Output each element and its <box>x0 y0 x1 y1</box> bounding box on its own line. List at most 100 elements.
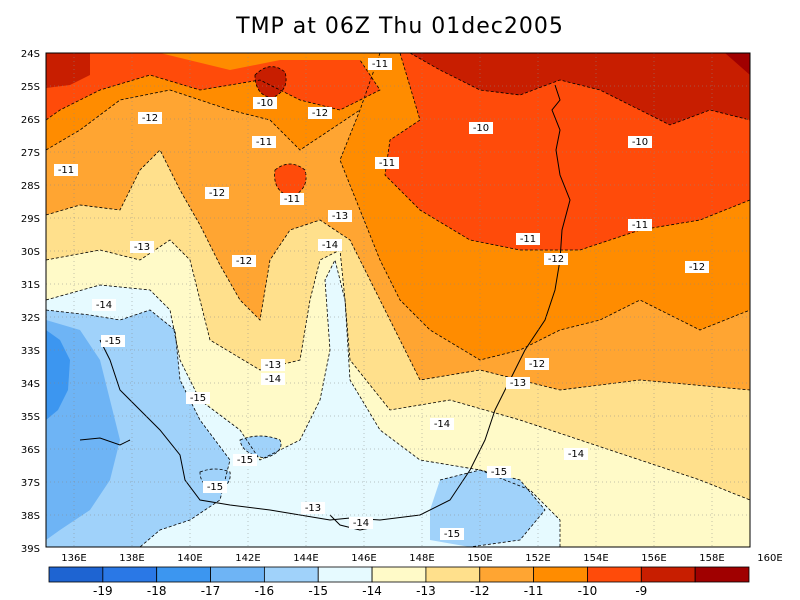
contour-label-m15-a: -15 <box>105 336 121 347</box>
contour-label-m14-c: -14 <box>265 374 281 385</box>
lon-label-140e: 140E <box>177 553 202 564</box>
lat-label-28s: 28S <box>21 181 40 192</box>
contour-label-m14-d-bg <box>430 418 454 430</box>
colorbar-segment <box>587 566 642 583</box>
contour-label-m12-b: -12 <box>312 108 328 119</box>
lon-label-136e: 136E <box>61 553 86 564</box>
lat-label-34s: 34S <box>21 379 40 390</box>
contour-label-m14-a-bg <box>318 239 342 251</box>
contour-label-m14-c-bg <box>261 373 285 385</box>
contour-label-m15-b-bg <box>186 392 210 404</box>
lat-label-24s: 24S <box>21 49 40 60</box>
colorbar-segment <box>210 566 265 583</box>
contour-label-m14-f: -14 <box>353 518 369 529</box>
contour-label-group: -11-10-12 -12-11-10-10-11-11-12-11-13-13-… <box>54 58 709 540</box>
colorbar-segment <box>156 566 211 583</box>
contour-label-m11-b-bg <box>252 136 276 148</box>
temperature-field <box>46 53 750 547</box>
contour-label-m12-a-bg <box>138 112 162 124</box>
contour-label-m14-a: -14 <box>322 240 338 251</box>
contour-label-m11-c-bg <box>368 58 392 70</box>
contour-label-m13-a-bg <box>328 210 352 222</box>
contour-label-m13-e-bg <box>301 502 325 514</box>
contour-label-m11-a-bg <box>54 164 78 176</box>
lat-label-33s: 33S <box>21 346 40 357</box>
lat-label-37s: 37S <box>21 478 40 489</box>
colorbar-segment <box>533 566 588 583</box>
contour-label-m12-g: -12 <box>529 359 545 370</box>
contour-label-m13-c-bg <box>261 359 285 371</box>
colorbar-segment <box>102 566 158 583</box>
contour-label-m15-a-bg <box>101 335 125 347</box>
lat-label-31s: 31S <box>21 280 40 291</box>
contour-label-m10-a: -10 <box>257 98 273 109</box>
colorbar-label: -15 <box>308 584 328 598</box>
colorbar-label: -19 <box>93 584 113 598</box>
contour-label-m12-e: -12 <box>548 254 564 265</box>
contour-label-m15-d-bg <box>203 481 227 493</box>
contour-label-m15-f: -15 <box>444 529 460 540</box>
fill-region-m10 <box>410 53 750 125</box>
lon-label-138e: 138E <box>119 553 144 564</box>
lon-label-144e: 144E <box>293 553 318 564</box>
lat-label-25s: 25S <box>21 82 40 93</box>
lon-label-150e: 150E <box>467 553 492 564</box>
colorbar-segment <box>694 566 750 583</box>
fill-region-m17-cell <box>240 436 281 458</box>
colorbar-label: -17 <box>201 584 221 598</box>
contour-label-m10-c-bg <box>628 136 652 148</box>
contour-label-m11-b: -11 <box>256 137 272 148</box>
fill-region-m10-cell <box>255 66 287 98</box>
contour-label-m15-b: -15 <box>190 393 206 404</box>
lat-label-36s: 36S <box>21 445 40 456</box>
longitude-axis: 136E 138E 140E 142E 144E 146E 148E 150E 152E 154E… <box>61 553 782 564</box>
contour-label-m10-a-bg <box>253 97 277 109</box>
contour-label-m15-c-bg <box>233 454 257 466</box>
lat-label-27s: 27S <box>21 148 40 159</box>
lon-label-146e: 146E <box>351 553 376 564</box>
map-title: TMP at 06Z Thu 01dec2005 <box>236 14 564 39</box>
contour-label-m12-e-bg <box>544 253 568 265</box>
contour-label-m11-f-bg <box>516 233 540 245</box>
fill-region-m11-west <box>46 53 380 120</box>
contour-label-m12-c: -12 <box>209 188 225 199</box>
fill-region-m9 <box>725 53 750 75</box>
lon-label-160e: 160E <box>757 553 782 564</box>
contour-label-m15-e: -15 <box>491 467 507 478</box>
colorbar-label: -13 <box>416 584 436 598</box>
lon-label-142e: 142E <box>235 553 260 564</box>
contour-lines <box>46 53 750 547</box>
colorbar-segment <box>48 566 104 583</box>
contour-label-m12-d: -12 <box>236 256 252 267</box>
contour-label-m15-c: -15 <box>237 455 253 466</box>
contour-label-m11-e-bg <box>280 193 304 205</box>
contour-label-m15-f-bg <box>440 528 464 540</box>
contour-label-m14-f-bg <box>349 517 373 529</box>
lat-label-29s: 29S <box>21 214 40 225</box>
contour-label-m12-f: -12 <box>689 262 705 273</box>
contour-label-m10-c: -10 <box>632 137 648 148</box>
contour-label-m14-e-bg <box>564 448 588 460</box>
lat-label-39s: 39S <box>21 544 40 555</box>
contour-label-m10-b-bg <box>469 122 493 134</box>
fill-region-m10-west <box>46 53 90 88</box>
contour-label-m11-d-bg <box>375 157 399 169</box>
colorbar-segment <box>479 566 535 583</box>
lat-label-38s: 38S <box>21 511 40 522</box>
colorbar-segment <box>640 566 696 583</box>
contour-label-m13-d-bg <box>506 377 530 389</box>
contour-label-m14-b-bg <box>92 299 116 311</box>
contour-label-m14-b: -14 <box>96 300 112 311</box>
contour-label-m11-e: -11 <box>284 194 300 205</box>
contour-label-m14-e: -14 <box>568 449 584 460</box>
colorbar-segment <box>371 566 427 583</box>
contour-label-m11-g: -11 <box>632 220 648 231</box>
colorbar-label: -16 <box>255 584 275 598</box>
contour-label-m13-b: -13 <box>134 242 150 253</box>
lat-label-26s: 26S <box>21 115 40 126</box>
fill-region-m19 <box>46 330 70 420</box>
fill-region-m11-cell <box>274 164 307 197</box>
contour-label-m12-f-bg <box>685 261 709 273</box>
colorbar-segment <box>263 566 319 583</box>
